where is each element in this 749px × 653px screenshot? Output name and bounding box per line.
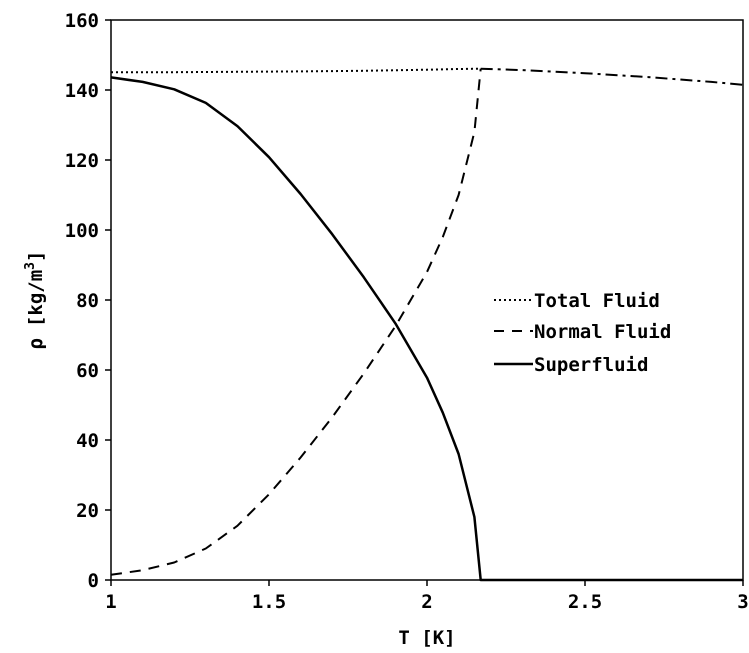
legend-label-superfluid: Superfluid: [534, 354, 648, 376]
y-tick-label: 160: [65, 10, 99, 32]
y-tick-label: 60: [76, 360, 99, 382]
legend: Total Fluid Normal Fluid Superfluid: [494, 290, 671, 376]
series-layer: [110, 67, 744, 582]
y-tick-label: 20: [76, 500, 99, 522]
legend-label-normal-fluid: Normal Fluid: [534, 321, 671, 343]
y-axis-ticks: 0 20 40 60 80 100 120 140 160: [65, 10, 111, 592]
x-tick-label: 1.5: [252, 591, 286, 613]
series-line-total-fluid: [111, 67, 481, 74]
x-axis-title: T [K]: [398, 627, 455, 649]
x-tick-label: 2.5: [568, 591, 602, 613]
y-tick-label: 100: [65, 220, 99, 242]
x-tick-label: 2: [421, 591, 432, 613]
y-axis-title: ρ [kg/m3]: [23, 251, 47, 350]
series-line-superfluid: [110, 76, 743, 582]
legend-label-total-fluid: Total Fluid: [534, 290, 660, 312]
y-tick-label: 120: [65, 150, 99, 172]
x-tick-label: 1: [105, 591, 116, 613]
x-axis-ticks: 1 1.5 2 2.5 3: [105, 580, 749, 613]
y-tick-label: 40: [76, 430, 99, 452]
series-line-normal-fluid: [110, 68, 482, 576]
y-axis-unit-close: ]: [25, 251, 47, 262]
y-axis-unit-exponent: 3: [23, 262, 38, 270]
y-tick-label: 140: [65, 80, 99, 102]
y-axis-symbol: ρ: [25, 338, 47, 349]
series-line-total-fluid-above-transition: [480, 67, 744, 86]
y-tick-label: 0: [88, 570, 99, 592]
y-tick-label: 80: [76, 290, 99, 312]
y-axis-unit: [kg/m: [25, 270, 47, 327]
x-tick-label: 3: [737, 591, 748, 613]
